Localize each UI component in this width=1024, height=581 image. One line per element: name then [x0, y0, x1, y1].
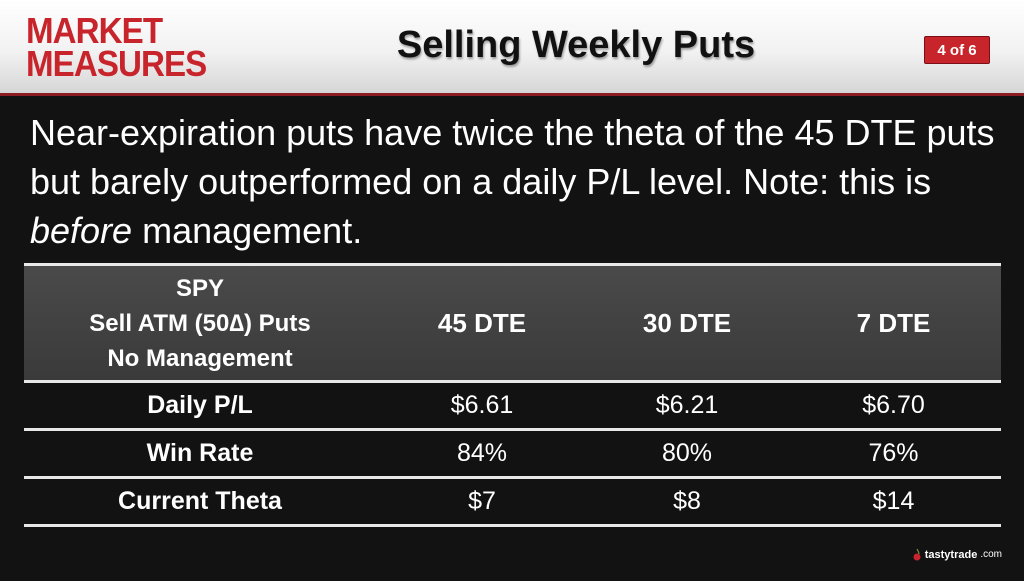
table-cell: 80% — [661, 439, 713, 467]
cherry-icon — [913, 548, 921, 561]
table-cell: $6.21 — [655, 391, 719, 419]
summary-text-part-2: management. — [132, 210, 363, 251]
logo-line-1: MARKET — [26, 10, 163, 51]
table-row: Daily P/L $6.61 $6.21 $6.70 — [24, 383, 1001, 431]
page-indicator-badge: 4 of 6 — [924, 36, 990, 64]
row-label-daily-pl: Daily P/L — [147, 391, 253, 419]
summary-text: Near-expiration puts have twice the thet… — [30, 108, 1000, 255]
table-cell: $6.70 — [862, 391, 925, 419]
header-label-line: Sell ATM (50∆) Puts — [89, 309, 311, 337]
table-row: Current Theta $7 $8 $14 — [24, 479, 1001, 527]
market-measures-logo: MARKET MEASURES — [26, 10, 222, 84]
table-header-row: SPY Sell ATM (50∆) Puts No Management 45… — [24, 263, 1001, 383]
summary-text-emphasis: before — [30, 210, 133, 251]
table-cell: $8 — [673, 487, 701, 515]
tastytrade-brand-logo: tastytrade .com — [912, 548, 1002, 561]
column-header-45dte: 45 DTE — [437, 307, 527, 338]
table-cell: $7 — [468, 487, 496, 515]
results-table: SPY Sell ATM (50∆) Puts No Management 45… — [24, 263, 1001, 527]
header-label-line: No Management — [107, 344, 293, 372]
slide-header: MARKET MEASURES Selling Weekly Puts 4 of… — [0, 0, 1024, 96]
summary-text-part-1: Near-expiration puts have twice the thet… — [30, 112, 995, 202]
brand-suffix: .com — [980, 549, 1002, 560]
table-row: Win Rate 84% 80% 76% — [24, 431, 1001, 479]
row-label-win-rate: Win Rate — [146, 439, 254, 467]
header-label-line: SPY — [175, 274, 225, 302]
table-cell: 76% — [868, 439, 919, 467]
column-header-30dte: 30 DTE — [642, 307, 732, 338]
table-cell: $6.61 — [450, 391, 514, 419]
column-header-7dte: 7 DTE — [856, 307, 931, 338]
table-cell: $14 — [872, 487, 915, 515]
row-label-current-theta: Current Theta — [118, 487, 282, 515]
slide-title: Selling Weekly Puts — [0, 24, 1024, 67]
table-cell: 84% — [456, 439, 508, 467]
table-header-label: SPY Sell ATM (50∆) Puts No Management — [24, 271, 376, 376]
logo-line-2: MEASURES — [26, 43, 207, 84]
brand-name: tastytrade — [924, 548, 978, 561]
slide-title-text: Selling Weekly Puts — [396, 24, 756, 66]
